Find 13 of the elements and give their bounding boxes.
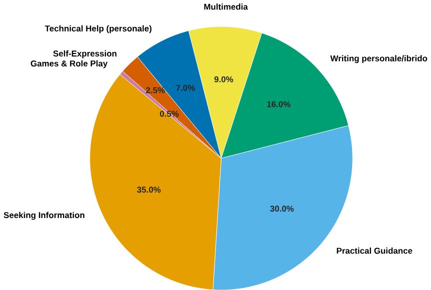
data-label: 30.0% (270, 206, 294, 212)
slice-label: Writing personale/ibrido (330, 55, 428, 63)
slice-label: Self-Expression (53, 50, 116, 58)
data-label: 9.0% (214, 76, 234, 82)
data-label: 7.0% (176, 84, 195, 91)
slice-label: Practical Guidance (336, 247, 412, 254)
data-label: 35.0% (137, 186, 161, 193)
slice-label: Technical Help (personale) (44, 25, 152, 34)
slice-label: Games & Role Play (30, 60, 108, 68)
data-label: 16.0% (267, 101, 290, 108)
slice-label: Seeking Information (4, 212, 84, 220)
slice-label: Multimedia (204, 3, 248, 10)
data-label: 2.5% (146, 87, 165, 94)
